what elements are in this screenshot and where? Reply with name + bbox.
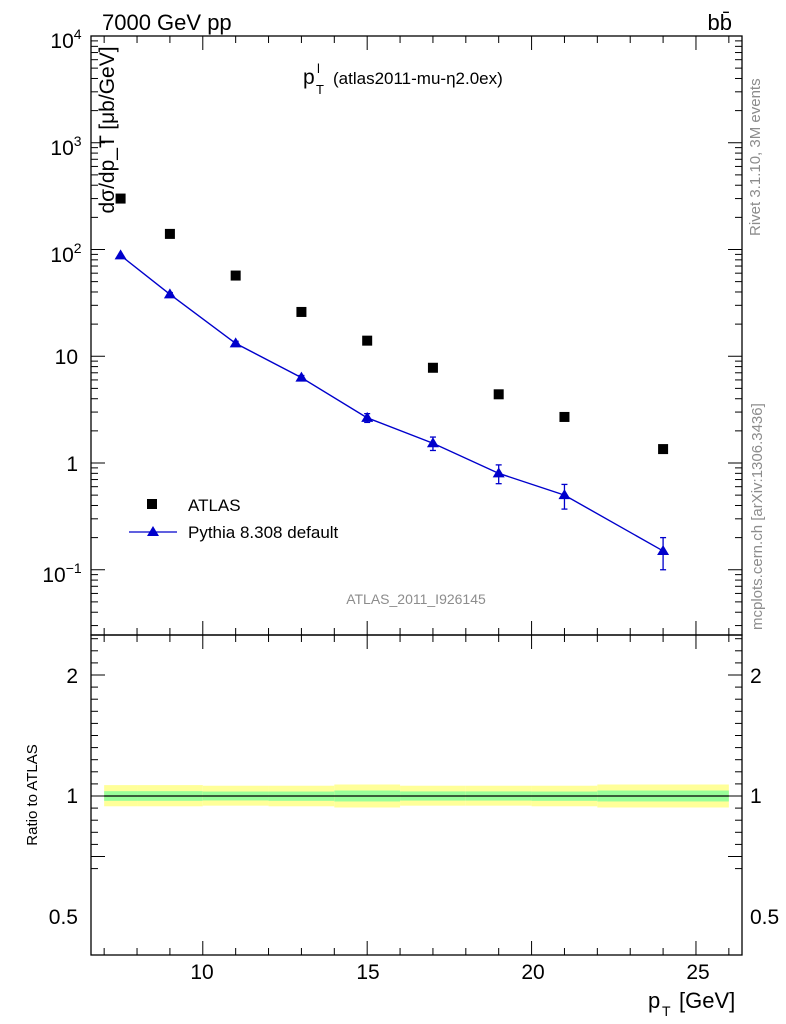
main-ylabel: dσ/dp_T [μb/GeV] — [96, 46, 119, 213]
legend-pythia-marker — [147, 526, 159, 536]
ratio-ytick-2-left: 2 — [66, 665, 78, 688]
pythia-point — [361, 411, 374, 422]
rivet-version-label: Rivet 3.1.10, 3M events — [747, 78, 764, 236]
main-title-sup: l — [317, 61, 320, 76]
ytick-label-1e2: 102 — [50, 240, 81, 267]
pythia-point — [492, 467, 505, 478]
legend-atlas-label: ATLAS — [188, 496, 241, 515]
main-title-rest: (atlas2011-mu-η2.0ex) — [333, 69, 503, 88]
ytick-label-1e-1: 10−1 — [42, 560, 82, 587]
main-panel-frame — [90, 35, 743, 636]
atlas-point — [427, 362, 438, 373]
analysis-watermark: ATLAS_2011_I926145 — [346, 591, 486, 607]
xlabel-p: p — [648, 988, 660, 1013]
ytick-label-1e4: 104 — [50, 26, 81, 53]
process-label: bb̄ — [708, 10, 732, 35]
pythia-point — [295, 371, 308, 382]
ratio-ytick-0.5-right: 0.5 — [750, 906, 779, 929]
atlas-point — [230, 270, 241, 281]
pythia-point — [558, 489, 571, 500]
atlas-point — [493, 389, 504, 400]
ratio-ytick-1-left: 1 — [66, 785, 78, 808]
pythia-point — [657, 544, 670, 555]
xtick-label-25: 25 — [686, 961, 709, 984]
xlabel-sub: T — [662, 1003, 671, 1019]
ytick-label-1e3: 103 — [50, 133, 81, 160]
pythia-point — [229, 337, 242, 348]
main-ytick-labels: 104 103 102 10 1 10−1 — [42, 26, 82, 587]
ytick-label-1: 1 — [66, 453, 78, 476]
xtick-label-20: 20 — [521, 961, 544, 984]
atlas-point — [362, 335, 373, 346]
pythia-point — [163, 288, 176, 299]
main-title-p: p — [303, 66, 315, 89]
xlabel-rest: [GeV] — [679, 988, 735, 1013]
atlas-point — [115, 193, 126, 204]
xlabel: p T [GeV] — [648, 988, 735, 1019]
atlas-point — [658, 444, 669, 455]
legend: ATLAS Pythia 8.308 default — [129, 496, 339, 542]
ytick-label-10: 10 — [55, 346, 78, 369]
atlas-point — [559, 411, 570, 422]
atlas-point — [296, 306, 307, 317]
legend-atlas-marker — [147, 499, 157, 509]
energy-label: 7000 GeV pp — [102, 10, 232, 35]
xtick-labels: 10 15 20 25 — [190, 961, 709, 984]
mcplots-label: mcplots.cern.ch [arXiv:1306.3436] — [749, 403, 766, 630]
xtick-label-10: 10 — [190, 961, 213, 984]
ratio-bands — [104, 784, 729, 808]
legend-pythia-label: Pythia 8.308 default — [188, 523, 339, 542]
xtick-label-15: 15 — [356, 961, 379, 984]
pythia-point — [114, 249, 127, 260]
axis-ticks — [91, 35, 742, 955]
ratio-ylabel: Ratio to ATLAS — [24, 744, 41, 845]
ratio-ytick-1-right: 1 — [750, 785, 762, 808]
main-title-sub: T — [316, 82, 324, 97]
ratio-ytick-0.5-left: 0.5 — [49, 906, 78, 929]
pythia-point — [426, 437, 439, 448]
ratio-ytick-2-right: 2 — [750, 665, 762, 688]
ratio-panel-frame — [90, 634, 743, 956]
atlas-point — [164, 228, 175, 239]
ratio-ytick-labels: 2 1 0.5 2 1 0.5 — [49, 665, 779, 929]
main-data — [114, 193, 670, 571]
